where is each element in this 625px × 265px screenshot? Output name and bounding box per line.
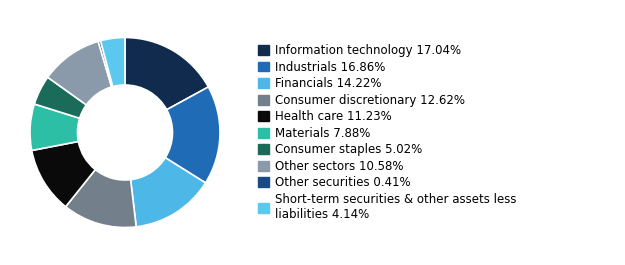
Wedge shape xyxy=(34,77,86,118)
Wedge shape xyxy=(48,41,112,105)
Wedge shape xyxy=(98,41,112,87)
Wedge shape xyxy=(30,104,80,151)
Wedge shape xyxy=(125,38,208,110)
Wedge shape xyxy=(101,38,125,87)
Legend: Information technology 17.04%, Industrials 16.86%, Financials 14.22%, Consumer d: Information technology 17.04%, Industria… xyxy=(256,42,519,223)
Wedge shape xyxy=(32,142,96,207)
Wedge shape xyxy=(165,87,220,183)
Wedge shape xyxy=(131,158,206,227)
Wedge shape xyxy=(66,170,136,227)
